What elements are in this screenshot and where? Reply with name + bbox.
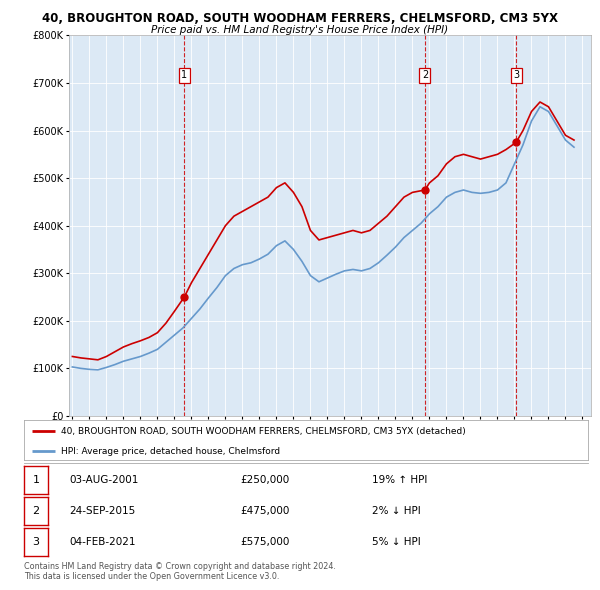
Text: 3: 3 — [32, 537, 40, 547]
Text: 2% ↓ HPI: 2% ↓ HPI — [372, 506, 421, 516]
Text: 19% ↑ HPI: 19% ↑ HPI — [372, 476, 427, 485]
Text: HPI: Average price, detached house, Chelmsford: HPI: Average price, detached house, Chel… — [61, 447, 280, 456]
Text: 24-SEP-2015: 24-SEP-2015 — [69, 506, 135, 516]
Text: 04-FEB-2021: 04-FEB-2021 — [69, 537, 136, 547]
Text: 1: 1 — [32, 476, 40, 485]
Text: 3: 3 — [513, 70, 519, 80]
Text: 40, BROUGHTON ROAD, SOUTH WOODHAM FERRERS, CHELMSFORD, CM3 5YX: 40, BROUGHTON ROAD, SOUTH WOODHAM FERRER… — [42, 12, 558, 25]
Text: Contains HM Land Registry data © Crown copyright and database right 2024.: Contains HM Land Registry data © Crown c… — [24, 562, 336, 571]
Text: Price paid vs. HM Land Registry's House Price Index (HPI): Price paid vs. HM Land Registry's House … — [151, 25, 449, 35]
Text: 03-AUG-2001: 03-AUG-2001 — [69, 476, 139, 485]
Text: This data is licensed under the Open Government Licence v3.0.: This data is licensed under the Open Gov… — [24, 572, 280, 581]
Text: £250,000: £250,000 — [240, 476, 289, 485]
Text: 5% ↓ HPI: 5% ↓ HPI — [372, 537, 421, 547]
Text: 2: 2 — [32, 506, 40, 516]
Text: £575,000: £575,000 — [240, 537, 289, 547]
Text: £475,000: £475,000 — [240, 506, 289, 516]
Text: 2: 2 — [422, 70, 428, 80]
Text: 40, BROUGHTON ROAD, SOUTH WOODHAM FERRERS, CHELMSFORD, CM3 5YX (detached): 40, BROUGHTON ROAD, SOUTH WOODHAM FERRER… — [61, 427, 466, 436]
Text: 1: 1 — [181, 70, 187, 80]
